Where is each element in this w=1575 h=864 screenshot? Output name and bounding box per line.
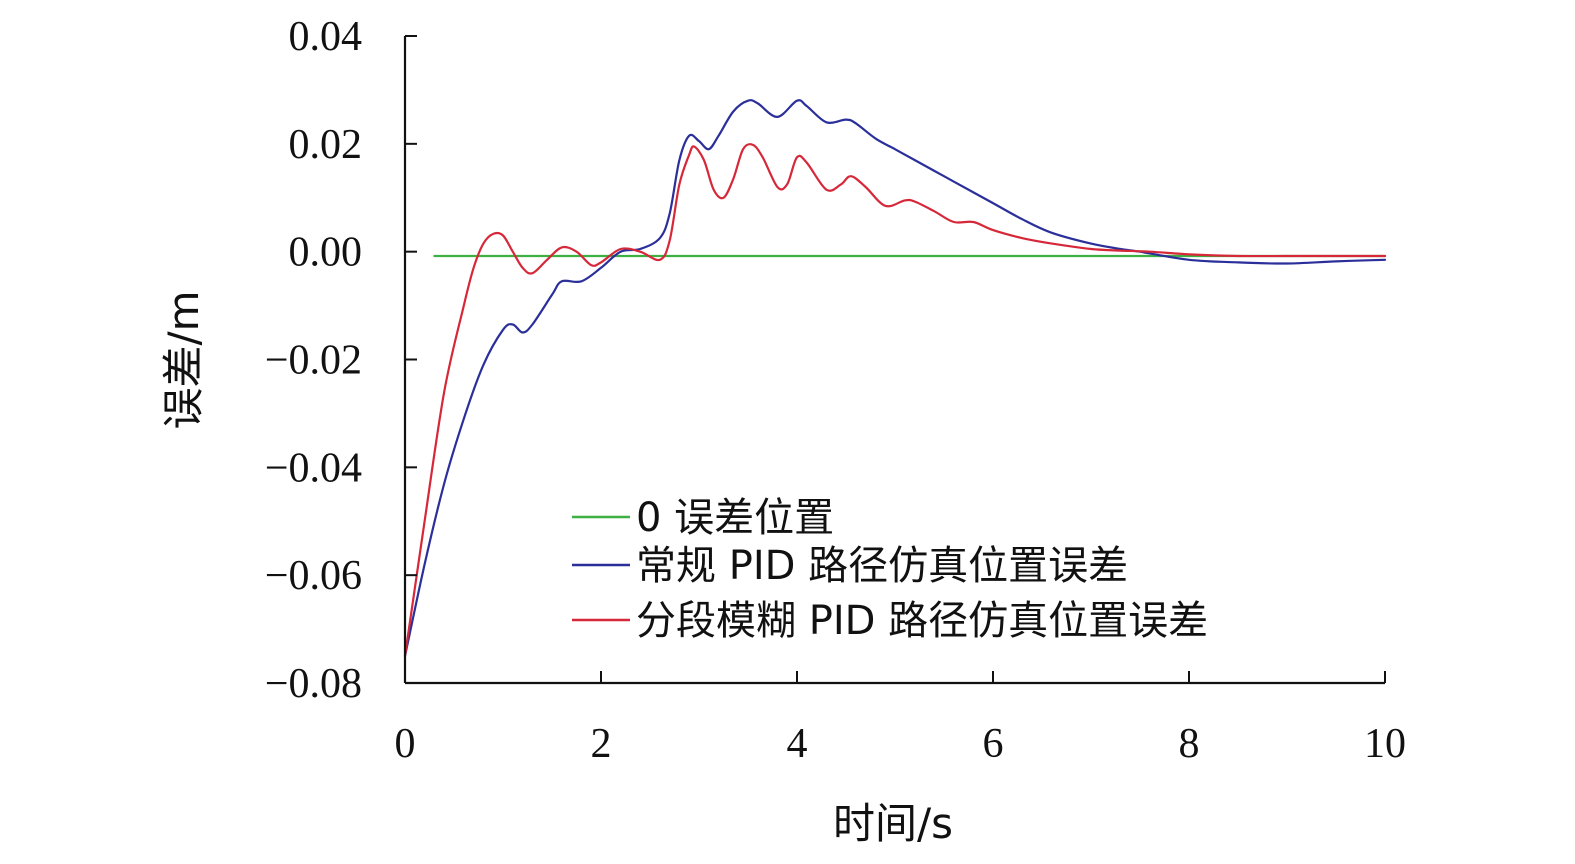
y-axis-title: 误差/m xyxy=(159,290,208,429)
x-tick-label: 10 xyxy=(1364,721,1406,767)
legend-label: 0 误差位置 xyxy=(636,495,834,541)
x-tick-label: 0 xyxy=(395,721,416,767)
y-tick-label: 0.02 xyxy=(289,122,363,168)
series-layer xyxy=(403,99,1387,658)
legend-label: 分段模糊 PID 路径仿真位置误差 xyxy=(636,598,1208,644)
y-tick-label: 0.04 xyxy=(289,14,363,60)
fuzzy-pid-error-line xyxy=(403,143,1387,658)
y-tick-label: −0.08 xyxy=(265,661,362,707)
x-tick-label: 8 xyxy=(1179,721,1200,767)
y-tick-label: −0.02 xyxy=(265,338,362,384)
y-tick-label: 0.00 xyxy=(289,230,363,276)
x-tick-label: 6 xyxy=(983,721,1004,767)
x-tick-label: 4 xyxy=(787,721,808,767)
y-axis-ticks: −0.08 −0.06 −0.04 −0.02 0.00 0.02 0.04 xyxy=(265,14,417,707)
conventional-pid-error-line xyxy=(403,99,1387,658)
y-tick-label: −0.06 xyxy=(265,553,362,599)
legend-label: 常规 PID 路径仿真位置误差 xyxy=(636,543,1128,589)
x-tick-label: 2 xyxy=(591,721,612,767)
y-tick-label: −0.04 xyxy=(265,445,362,491)
x-axis-title: 时间/s xyxy=(833,799,953,848)
x-axis-ticks: 0 2 4 6 8 10 xyxy=(395,671,1406,767)
